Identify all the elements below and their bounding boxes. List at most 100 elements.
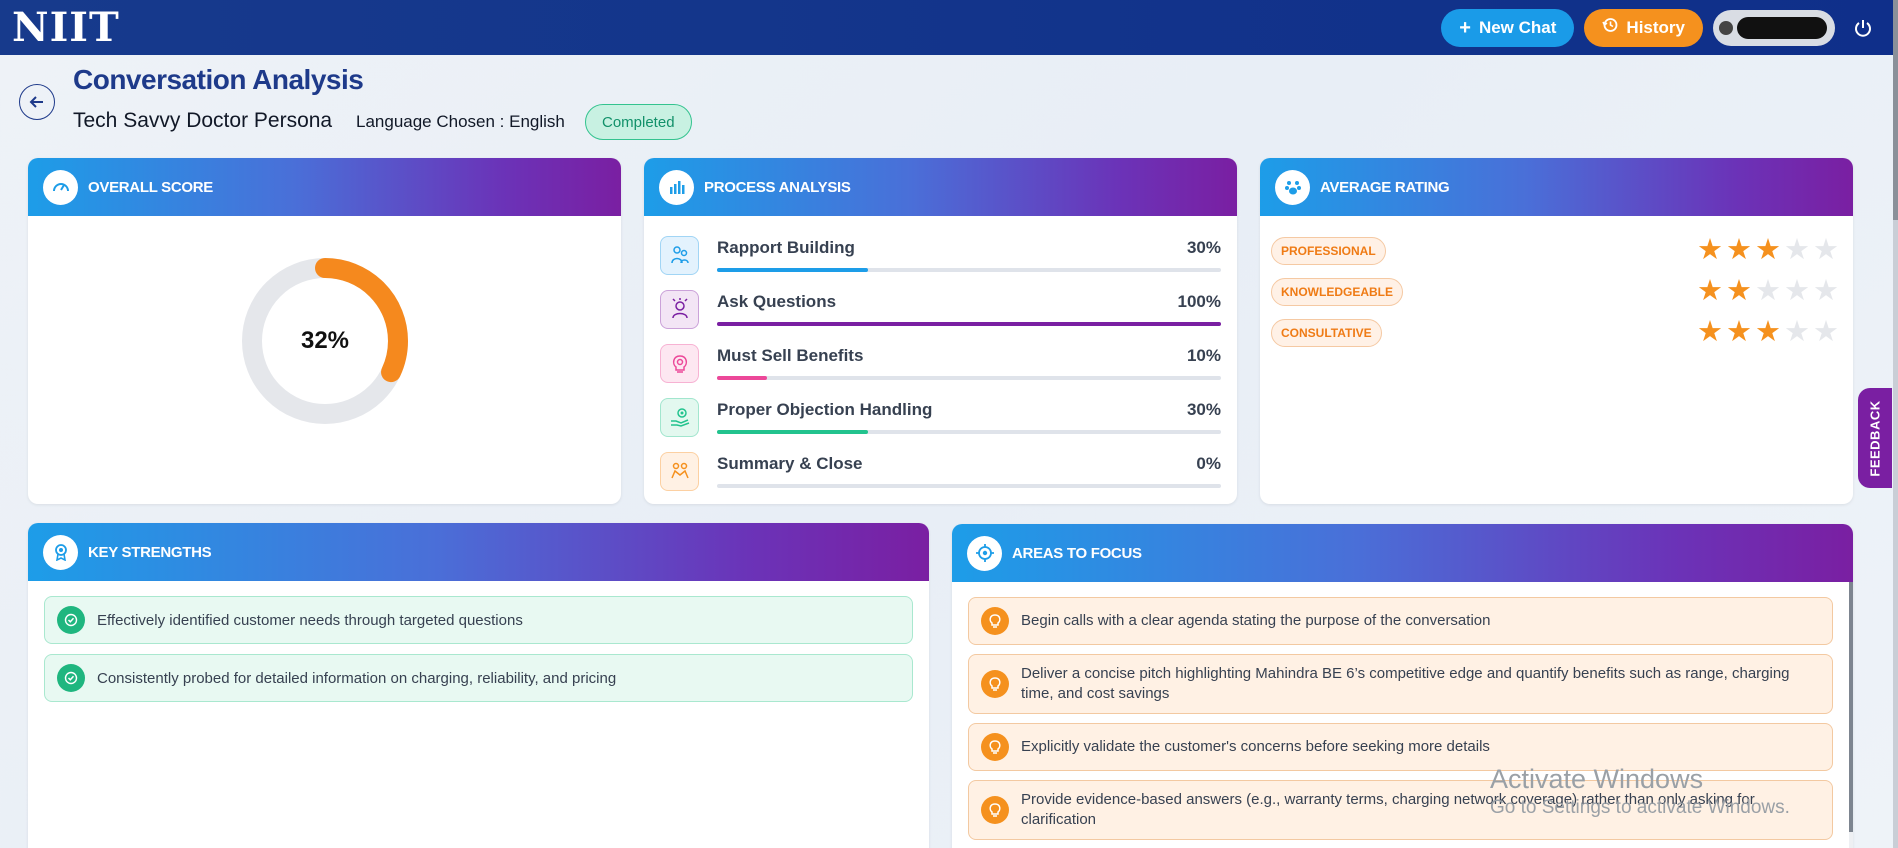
handshake-people-icon xyxy=(660,235,699,275)
progress-track xyxy=(717,484,1221,488)
process-main: Proper Objection Handling 30% xyxy=(717,400,1221,434)
card-header: OVERALL SCORE xyxy=(28,158,621,216)
rating-label: CONSULTATIVE xyxy=(1271,318,1382,347)
card-title: AREAS TO FOCUS xyxy=(1012,544,1142,562)
strengths-list: Effectively identified customer needs th… xyxy=(28,581,929,702)
lightbulb-icon xyxy=(981,733,1009,761)
process-main: Rapport Building 30% xyxy=(717,238,1221,272)
card-title: AVERAGE RATING xyxy=(1320,178,1450,196)
persona-name: Tech Savvy Doctor Persona xyxy=(73,109,333,132)
lightbulb-head-icon xyxy=(660,343,699,383)
back-button[interactable] xyxy=(19,84,55,120)
overall-score-card: OVERALL SCORE 32% xyxy=(28,158,621,504)
target-icon xyxy=(967,535,1002,571)
process-row: Summary & Close 0% xyxy=(660,444,1221,498)
niit-logo[interactable]: NIIT xyxy=(12,3,120,51)
star-icon: ★ xyxy=(1813,234,1839,266)
rating-row: CONSULTATIVE ★ ★ ★ ★ ★ xyxy=(1271,312,1839,353)
score-donut: 32% xyxy=(28,216,621,504)
key-strengths-card: KEY STRENGTHS Effectively identified cus… xyxy=(28,523,929,848)
check-circle-icon xyxy=(57,606,85,634)
history-button[interactable]: History xyxy=(1584,8,1703,47)
process-row: Must Sell Benefits 10% xyxy=(660,336,1221,390)
process-top: Must Sell Benefits 10% xyxy=(717,346,1221,366)
card-title: OVERALL SCORE xyxy=(88,178,214,196)
history-label: History xyxy=(1626,17,1685,37)
strength-item: Consistently probed for detailed informa… xyxy=(44,654,913,702)
user-menu[interactable] xyxy=(1713,9,1835,46)
feedback-label: FEEDBACK xyxy=(1867,399,1883,477)
page-scrollbar[interactable] xyxy=(1893,0,1898,848)
lightbulb-icon xyxy=(981,670,1009,698)
hand-gear-icon xyxy=(660,397,699,437)
star-icon: ★ xyxy=(1813,275,1839,307)
page-title: Conversation Analysis xyxy=(73,64,364,95)
focus-scrollbar[interactable] xyxy=(1849,582,1853,848)
strength-text: Consistently probed for detailed informa… xyxy=(97,669,617,687)
progress-track xyxy=(717,268,1221,272)
score-value: 32% xyxy=(300,327,350,354)
top-navbar: NIIT + New Chat History xyxy=(0,0,1893,55)
score-arc xyxy=(242,258,408,424)
star-icon: ★ xyxy=(1755,234,1781,266)
process-analysis-card: PROCESS ANALYSIS Rapport Building 30% Ask … xyxy=(644,158,1237,504)
rating-row: PROFESSIONAL ★ ★ ★ ★ ★ xyxy=(1271,230,1839,271)
star-icon: ★ xyxy=(1726,316,1752,348)
focus-item: Provide evidence-based answers (e.g., wa… xyxy=(968,780,1833,840)
star-icon: ★ xyxy=(1697,316,1723,348)
process-name: Summary & Close xyxy=(717,454,863,473)
history-icon xyxy=(1602,17,1618,38)
process-top: Rapport Building 30% xyxy=(717,238,1221,258)
focus-item: Deliver a concise pitch highlighting Mah… xyxy=(968,654,1833,714)
process-main: Summary & Close 0% xyxy=(717,454,1221,488)
check-circle-icon xyxy=(57,664,85,692)
process-value: 100% xyxy=(1177,292,1221,311)
process-top: Proper Objection Handling 30% xyxy=(717,400,1221,420)
progress-track xyxy=(717,376,1221,380)
progress-fill xyxy=(717,268,869,272)
process-value: 30% xyxy=(1186,238,1221,257)
power-icon[interactable] xyxy=(1845,10,1881,46)
process-name: Must Sell Benefits xyxy=(717,346,864,365)
star-icon: ★ xyxy=(1755,316,1781,348)
process-main: Ask Questions 100% xyxy=(717,292,1221,326)
rating-list: PROFESSIONAL ★ ★ ★ ★ ★ KNOWLEDGEABLE ★ ★ ★ ★ ★ CONSU… xyxy=(1260,216,1853,353)
star-rating: ★ ★ ★ ★ ★ xyxy=(1697,318,1839,347)
star-icon: ★ xyxy=(1697,275,1723,307)
lightbulb-icon xyxy=(981,607,1009,635)
process-row: Ask Questions 100% xyxy=(660,282,1221,336)
card-header: AREAS TO FOCUS xyxy=(952,524,1853,582)
process-value: 30% xyxy=(1186,400,1221,419)
process-name: Proper Objection Handling xyxy=(717,400,933,419)
star-icon: ★ xyxy=(1784,275,1810,307)
deal-close-icon xyxy=(660,451,699,491)
focus-item: Begin calls with a clear agenda stating … xyxy=(968,597,1833,645)
process-top: Ask Questions 100% xyxy=(717,292,1221,312)
bar-chart-icon xyxy=(659,169,694,205)
status-badge: Completed xyxy=(585,104,692,140)
star-rating: ★ ★ ★ ★ ★ xyxy=(1697,277,1839,306)
new-chat-button[interactable]: + New Chat xyxy=(1441,8,1575,47)
strength-item: Effectively identified customer needs th… xyxy=(44,596,913,644)
rating-row: KNOWLEDGEABLE ★ ★ ★ ★ ★ xyxy=(1271,271,1839,312)
progress-track xyxy=(717,322,1221,326)
rating-label: KNOWLEDGEABLE xyxy=(1271,277,1403,306)
process-row: Proper Objection Handling 30% xyxy=(660,390,1221,444)
star-icon: ★ xyxy=(1813,316,1839,348)
card-title: KEY STRENGTHS xyxy=(88,543,212,561)
feedback-tab[interactable]: FEEDBACK xyxy=(1858,388,1892,488)
user-name-redacted xyxy=(1737,16,1827,39)
rating-label: PROFESSIONAL xyxy=(1271,236,1386,265)
arrow-left-icon xyxy=(29,96,43,108)
lightbulb-icon xyxy=(981,796,1009,824)
strength-text: Effectively identified customer needs th… xyxy=(97,611,523,629)
star-icon: ★ xyxy=(1784,234,1810,266)
process-name: Rapport Building xyxy=(717,238,855,257)
star-icon: ★ xyxy=(1784,316,1810,348)
progress-fill xyxy=(717,430,869,434)
process-row: Rapport Building 30% xyxy=(660,228,1221,282)
paw-rating-icon xyxy=(1275,169,1310,205)
focus-text: Deliver a concise pitch highlighting Mah… xyxy=(1021,665,1790,702)
speedometer-icon xyxy=(43,169,78,205)
new-chat-label: New Chat xyxy=(1478,17,1557,37)
